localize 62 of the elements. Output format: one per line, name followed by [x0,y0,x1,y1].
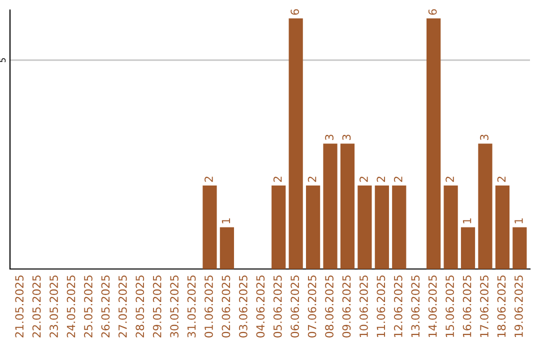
x-tick-label: 09.06.2025 [342,276,351,338]
bar [358,185,372,269]
data-label: 1 [514,218,523,224]
data-label: 3 [480,134,488,140]
x-tick-label: 18.06.2025 [497,276,506,337]
data-label: 2 [394,176,402,182]
data-label: 2 [204,176,213,182]
x-tick-label: 25.05.2025 [84,276,92,338]
x-tick-label: 13.06.2025 [411,276,420,337]
x-tick-label: 04.06.2025 [256,276,265,338]
data-label: 3 [325,134,334,140]
data-label: 3 [342,134,351,140]
x-tick-label: 24.05.2025 [66,276,76,338]
x-tick-label: 16.06.2025 [462,276,472,337]
x-tick-label: 26.05.2025 [101,276,110,338]
x-tick-label: 29.05.2025 [152,276,162,338]
data-label: 2 [497,176,506,182]
x-tick-label: 23.05.2025 [50,276,58,338]
bar [323,144,338,269]
bar [340,144,355,269]
data-label: 6 [428,9,437,15]
x-tick-label: 07.06.2025 [308,276,316,338]
data-label: 2 [376,176,385,182]
data-label: 2 [273,176,282,182]
bar [444,185,458,269]
bar [495,185,510,269]
bar [288,18,303,269]
x-tick-label: 02.06.2025 [222,276,230,338]
bar [306,185,320,269]
data-label: 2 [308,176,316,182]
x-tick-label: 08.06.2025 [325,276,334,338]
x-tick-label: 05.06.2025 [273,276,282,338]
x-tick-label: 21.05.2025 [15,276,24,338]
x-tick-label: 06.06.2025 [290,276,300,338]
x-tick-label: 28.05.2025 [136,276,144,338]
x-tick-label: 12.06.2025 [394,276,402,337]
bar [392,185,406,269]
x-tick-label: 17.06.2025 [480,276,488,337]
data-label: 2 [360,176,368,182]
x-tick-label: 22.05.2025 [32,276,41,338]
x-tick-label: 10.06.2025 [360,276,368,337]
x-tick-label: 19.06.2025 [514,276,523,337]
bar [460,227,476,269]
x-tick-label: 01.06.2025 [204,276,213,338]
x-tick-label: 11.06.2025 [376,276,386,337]
x-tick-label: 14.06.2025 [428,276,437,337]
x-tick-label: 30.05.2025 [170,276,179,338]
bar [512,227,527,269]
data-label: 1 [222,218,230,224]
x-tick-label: 27.05.2025 [118,276,127,338]
bar [272,185,286,269]
x-tick-label: 15.06.2025 [446,276,454,337]
bar [426,18,441,269]
data-label: 2 [446,176,454,182]
bar [202,185,217,269]
x-tick-label: 31.05.2025 [187,276,196,338]
bar [374,185,389,269]
data-label: 1 [462,218,472,224]
data-label: 6 [290,9,300,15]
bar [478,144,492,269]
x-tick-label: 03.06.2025 [238,276,248,338]
bar [220,227,234,269]
